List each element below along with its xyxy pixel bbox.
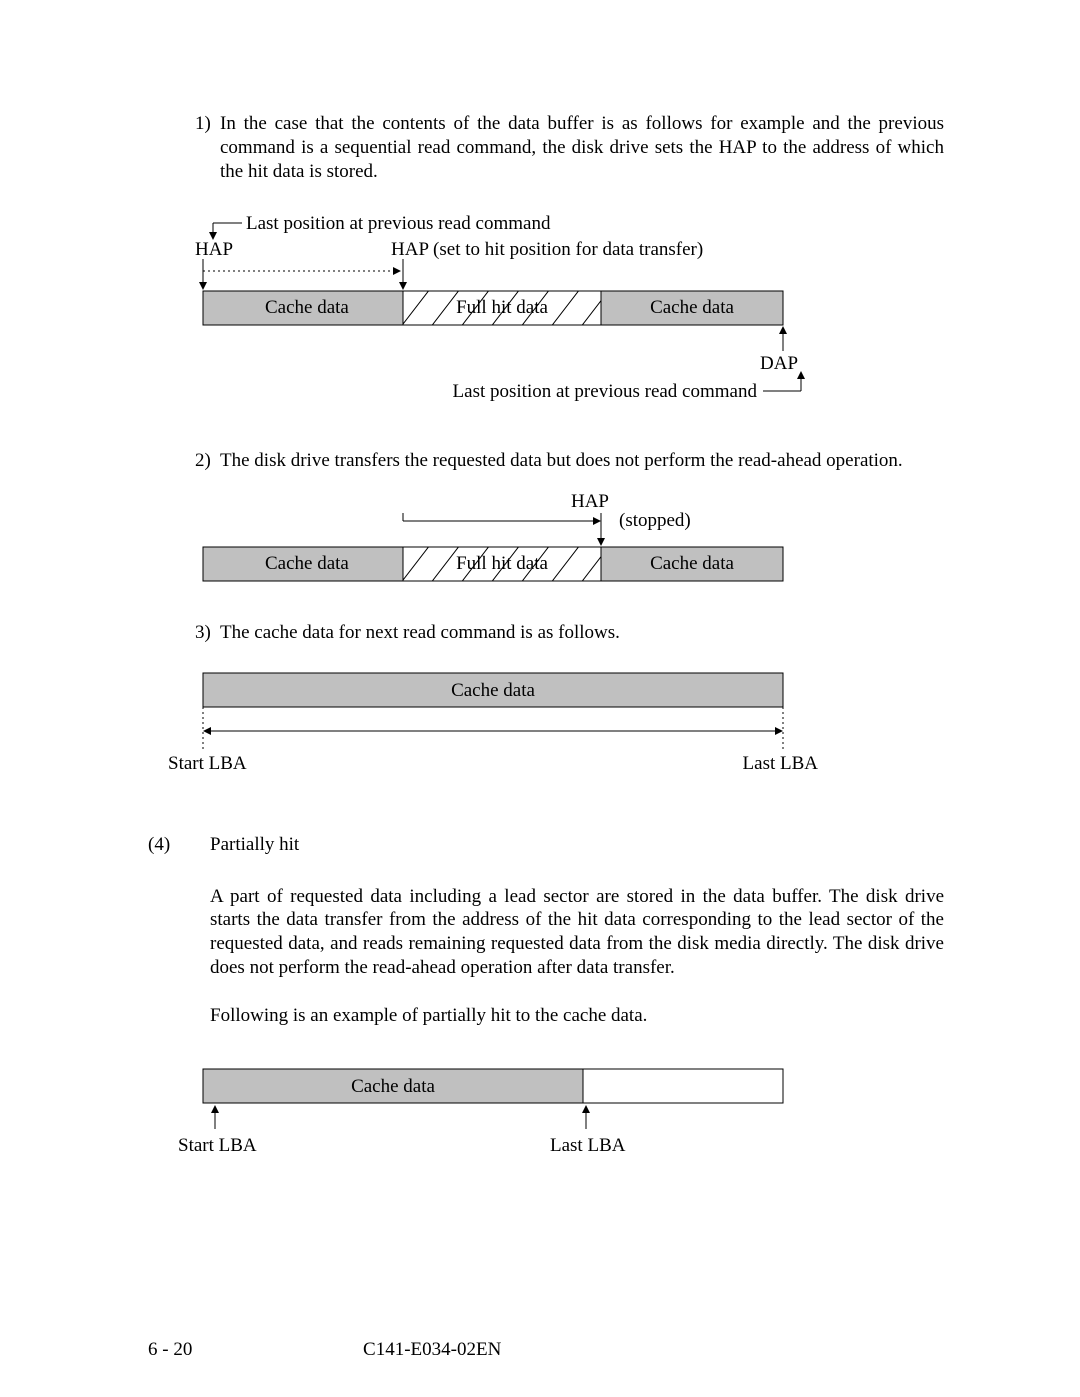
d3-start-lba: Start LBA [168, 753, 247, 774]
section4-para1: A part of requested data including a lea… [210, 885, 944, 980]
item2-text: The disk drive transfers the requested d… [220, 449, 944, 473]
d1-dap: DAP [760, 353, 798, 374]
item1-number: 1) [195, 112, 220, 183]
list-item-1: 1) In the case that the contents of the … [195, 112, 944, 183]
d1-cache-left: Cache data [265, 297, 349, 318]
d2-cache-right: Cache data [650, 553, 734, 574]
doc-id: C141-E034-02EN [363, 1338, 501, 1362]
list-item-3: 3) The cache data for next read command … [195, 621, 944, 645]
d3-cache: Cache data [451, 680, 535, 701]
d4-cache: Cache data [351, 1076, 435, 1097]
diagram-1: Cache data Full hit data Cache data Last… [195, 211, 944, 421]
d1-cache-right: Cache data [650, 297, 734, 318]
d2-cache-left: Cache data [265, 553, 349, 574]
section-4: (4) Partially hit [148, 833, 944, 857]
diagram-3: Cache data Start LBA Last LBA [168, 665, 944, 785]
page-number: 6 - 20 [148, 1338, 192, 1362]
d1-last-pos-top: Last position at previous read command [246, 213, 551, 234]
d1-hap-set: HAP (set to hit position for data transf… [391, 239, 703, 260]
d3-last-lba: Last LBA [743, 753, 819, 774]
item1-text: In the case that the contents of the dat… [220, 112, 944, 183]
section4-number: (4) [148, 833, 210, 857]
diagram-4: Cache data Start LBA Last LBA [178, 1061, 944, 1171]
page-footer: 6 - 20 C141-E034-02EN [0, 1338, 1080, 1362]
diagram-2: HAP (stopped) Cache data Fu [195, 491, 944, 591]
d1-full-hit: Full hit data [456, 297, 548, 318]
d1-hap-left: HAP [195, 239, 233, 260]
d2-hap: HAP [571, 491, 609, 512]
d2-stopped: (stopped) [619, 510, 691, 531]
item3-number: 3) [195, 621, 220, 645]
d2-full-hit: Full hit data [456, 553, 548, 574]
list-item-2: 2) The disk drive transfers the requeste… [195, 449, 944, 473]
d4-start-lba: Start LBA [178, 1135, 257, 1156]
d1-last-pos-bottom: Last position at previous read command [453, 381, 758, 402]
item3-text: The cache data for next read command is … [220, 621, 944, 645]
d4-last-lba: Last LBA [550, 1135, 626, 1156]
item2-number: 2) [195, 449, 220, 473]
page: 1) In the case that the contents of the … [0, 0, 1080, 1261]
section4-title: Partially hit [210, 833, 944, 857]
section4-para2: Following is an example of partially hit… [210, 1004, 944, 1028]
